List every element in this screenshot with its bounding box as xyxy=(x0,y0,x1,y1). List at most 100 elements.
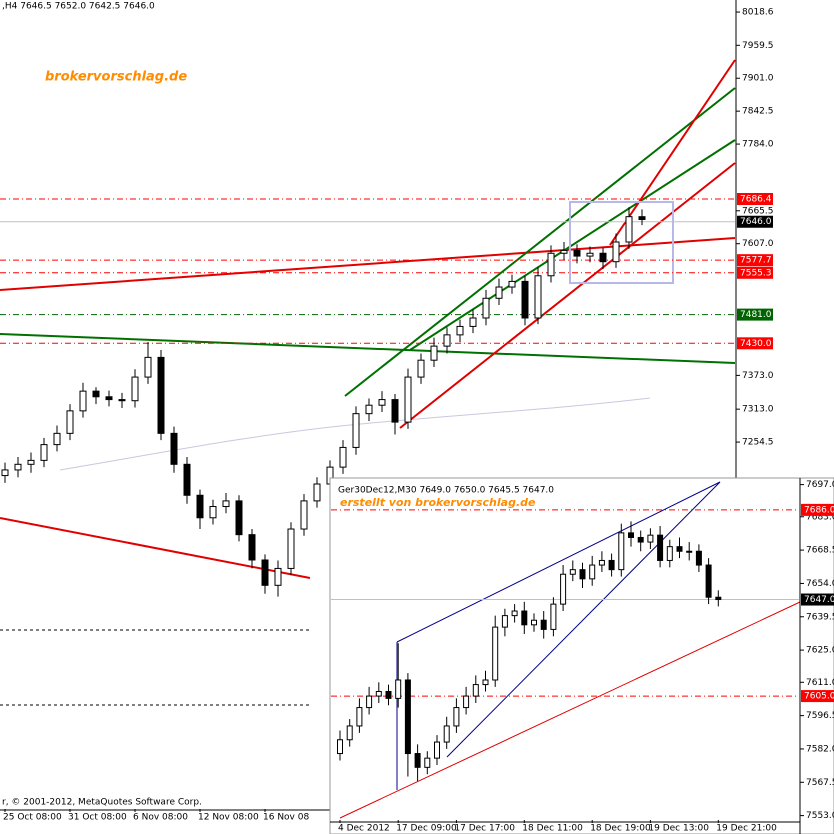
trendline xyxy=(0,517,311,579)
candle-body xyxy=(637,536,644,543)
candle-body xyxy=(586,252,594,257)
y-tick-label: 7582.0 xyxy=(806,744,834,754)
candle-body xyxy=(337,739,343,755)
price-tag xyxy=(737,266,773,279)
x-tick-label: 17 Dec 17:00 xyxy=(454,824,515,834)
chart-title: Ger30Dec12,M30 7649.0 7650.0 7645.5 7647… xyxy=(338,486,554,496)
zoom-box xyxy=(569,201,674,284)
candle-body xyxy=(356,707,363,727)
x-tick-label: 6 Nov 08:00 xyxy=(133,813,188,823)
candle-body xyxy=(261,559,269,586)
watermark: brokervorschlag.de xyxy=(45,70,187,85)
candle-body xyxy=(482,679,489,686)
candle-body xyxy=(492,626,499,681)
candle-body xyxy=(430,345,438,361)
candle-body xyxy=(235,500,243,536)
y-tick-label: 7784.0 xyxy=(742,140,774,150)
candle-body xyxy=(183,463,191,496)
trendline xyxy=(344,87,736,397)
candle-body xyxy=(53,432,61,446)
candle-body xyxy=(638,216,646,220)
candle-body xyxy=(196,494,204,519)
candle-body xyxy=(144,356,152,378)
candle-body xyxy=(1,469,9,477)
candle-body xyxy=(346,725,353,741)
price-tag xyxy=(801,593,834,606)
price-tag xyxy=(737,215,773,228)
candle-body xyxy=(579,569,586,580)
y-tick-label: 7373.0 xyxy=(742,371,774,381)
candle-body xyxy=(628,532,634,538)
x-tick-label: 31 Oct 08:00 xyxy=(68,813,127,823)
candle-body xyxy=(453,707,460,727)
x-tick-label: 25 Oct 08:00 xyxy=(3,813,62,823)
candle-body xyxy=(339,446,347,468)
candle-body xyxy=(598,559,605,566)
candle-body xyxy=(66,410,74,434)
candle-body xyxy=(534,275,542,319)
y-tick-label: 7842.5 xyxy=(742,107,774,117)
trendline xyxy=(446,481,721,758)
candle-body xyxy=(375,690,382,697)
candle-body xyxy=(414,753,421,768)
candle-body xyxy=(443,334,451,347)
price-tag-label: 7577.7 xyxy=(740,256,772,266)
candle-body xyxy=(547,252,555,277)
candle-body xyxy=(443,725,450,743)
candle-body xyxy=(105,396,113,401)
price-tag-label: 7430.0 xyxy=(740,339,772,349)
candle-body xyxy=(287,528,295,569)
y-tick-label: 7313.0 xyxy=(742,405,774,415)
candle-body xyxy=(378,399,386,406)
inset-frame xyxy=(329,477,834,834)
x-tick-label: 16 Nov 08 xyxy=(263,813,309,823)
candle-body xyxy=(352,413,360,448)
moving-average xyxy=(59,397,651,471)
trendline xyxy=(609,59,736,246)
y-tick-label: 7639.5 xyxy=(806,612,834,622)
candle-body xyxy=(209,506,217,519)
candle-body xyxy=(618,532,625,571)
plot: 25 Oct 08:00 31 Oct 08:00 6 Nov 08:00 12 No… xyxy=(0,8,774,823)
price-tag xyxy=(737,254,773,267)
candle-body xyxy=(469,317,477,327)
candle-body xyxy=(157,356,165,434)
trendline xyxy=(339,601,801,819)
candle-body xyxy=(313,483,321,502)
candle-body xyxy=(573,249,581,257)
y-tick-label: 7683.0 xyxy=(806,512,834,522)
candle-body xyxy=(540,619,547,630)
candle-body xyxy=(170,432,178,465)
x-tick-label: 17 Dec 09:00 xyxy=(396,824,457,834)
candle-body xyxy=(521,280,529,319)
price-tag xyxy=(737,193,773,206)
candle-body xyxy=(705,564,712,598)
candle-body xyxy=(222,500,230,508)
price-tag xyxy=(801,690,834,703)
x-tick-label: 19 Dec 21:00 xyxy=(716,824,777,834)
candle-body xyxy=(508,280,516,288)
trendline xyxy=(396,481,721,643)
candle-body xyxy=(666,546,673,561)
candle-body xyxy=(715,596,722,601)
candle-body xyxy=(424,757,431,768)
candle-body xyxy=(511,610,518,617)
price-tag xyxy=(737,337,773,350)
y-tick-label: 7607.0 xyxy=(742,239,774,249)
candle-body xyxy=(456,325,464,336)
y-tick-label: 7596.5 xyxy=(806,711,834,721)
candle-body xyxy=(625,216,633,243)
candle-body xyxy=(521,610,528,626)
y-tick-label: 7611.0 xyxy=(806,678,834,688)
candle-body xyxy=(686,550,693,553)
candle-body xyxy=(657,534,664,561)
price-tag-label: 7646.0 xyxy=(740,217,772,227)
candle-body xyxy=(274,567,282,586)
candle-body xyxy=(391,399,399,423)
y-tick-label: 8018.6 xyxy=(742,8,774,18)
candle-body xyxy=(395,679,402,699)
y-tick-label: 7254.5 xyxy=(742,438,774,448)
y-tick-label: 7654.0 xyxy=(806,579,834,589)
